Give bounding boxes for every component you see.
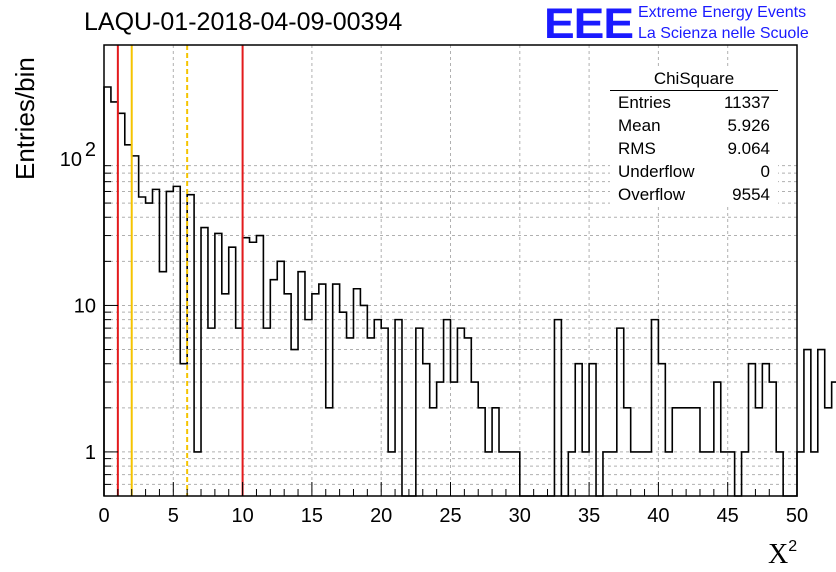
y-axis-label: Entries/bin bbox=[10, 57, 40, 180]
x-tick-label: 20 bbox=[370, 505, 392, 527]
y-tick-label: 10 bbox=[60, 149, 82, 171]
x-axis-label-superscript: 2 bbox=[788, 538, 798, 555]
stats-row-mean: Mean 5.926 bbox=[610, 114, 778, 137]
x-axis-label-base: X bbox=[768, 539, 789, 570]
x-tick-label: 0 bbox=[98, 505, 109, 527]
y-tick-label: 10 bbox=[74, 295, 96, 317]
axis-ticks bbox=[103, 165, 798, 497]
stats-label: Mean bbox=[618, 116, 661, 135]
stats-row-rms: RMS 9.064 bbox=[610, 137, 778, 160]
eee-logo: EEE bbox=[544, 0, 634, 48]
y-tick-exponent: 2 bbox=[85, 139, 96, 161]
stats-title: ChiSquare bbox=[610, 68, 778, 91]
stats-row-overflow: Overflow 9554 bbox=[610, 183, 778, 206]
x-axis-label: X2 bbox=[768, 538, 797, 571]
logo-text-line2: La Scienza nelle Scuole bbox=[638, 25, 809, 42]
y-tick-label: 1 bbox=[85, 442, 96, 464]
stats-value: 9.064 bbox=[727, 139, 770, 158]
stats-value: 0 bbox=[760, 162, 770, 181]
stats-row-underflow: Underflow 0 bbox=[610, 160, 778, 183]
stats-label: Overflow bbox=[618, 185, 686, 204]
stats-value: 5.926 bbox=[727, 116, 770, 135]
x-tick-label: 35 bbox=[578, 505, 600, 527]
x-tick-label: 15 bbox=[301, 505, 323, 527]
x-tick-labels: 0 5 10 15 20 25 30 35 40 45 50 bbox=[98, 505, 808, 527]
x-tick-label: 40 bbox=[647, 505, 669, 527]
x-tick-label: 25 bbox=[439, 505, 461, 527]
stats-value: 9554 bbox=[732, 185, 770, 204]
logo-text-line1: Extreme Energy Events bbox=[638, 4, 807, 21]
stats-label: Underflow bbox=[618, 162, 695, 181]
stats-label: Entries bbox=[618, 93, 671, 112]
histogram-outline bbox=[103, 86, 836, 497]
x-tick-label: 50 bbox=[786, 505, 808, 527]
cut-lines bbox=[116, 45, 244, 496]
stats-value: 11337 bbox=[723, 93, 770, 112]
stats-row-entries: Entries 11337 bbox=[610, 91, 778, 114]
x-tick-label: 45 bbox=[717, 505, 739, 527]
stats-label: RMS bbox=[618, 139, 656, 158]
stats-box: ChiSquare Entries 11337 Mean 5.926 RMS 9… bbox=[610, 68, 778, 206]
histogram bbox=[103, 86, 836, 497]
x-tick-label: 10 bbox=[231, 505, 253, 527]
x-tick-label: 5 bbox=[168, 505, 179, 527]
run-title: LAQU-01-2018-04-09-00394 bbox=[84, 8, 403, 36]
x-tick-label: 30 bbox=[509, 505, 531, 527]
